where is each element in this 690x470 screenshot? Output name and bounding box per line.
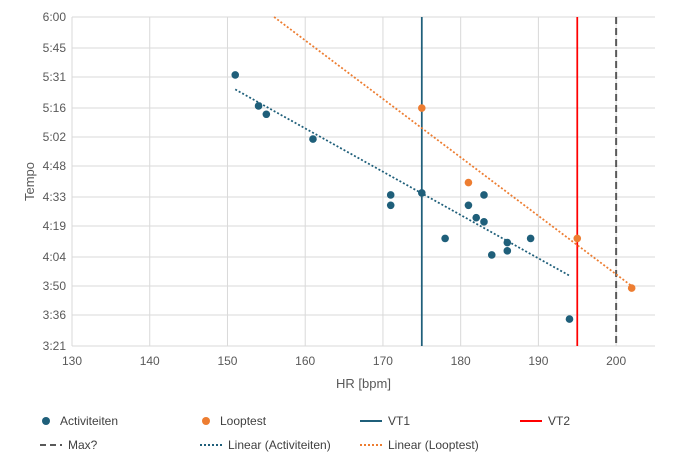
legend-label: Linear (Activiteiten) — [228, 438, 331, 452]
legend-label: VT2 — [548, 414, 570, 428]
point-activiteiten — [254, 102, 263, 110]
axis-titles: HR [bpm] Tempo — [22, 162, 391, 391]
y-tick-label: 5:16 — [43, 101, 67, 115]
gridlines — [71, 16, 655, 347]
legend-label: Activiteiten — [60, 414, 118, 428]
point-activiteiten — [565, 315, 574, 323]
point-activiteiten — [418, 189, 426, 197]
point-activiteiten — [386, 201, 395, 210]
point-activiteiten — [472, 213, 481, 222]
legend-label: Max? — [68, 438, 98, 452]
point-looptest — [464, 178, 473, 187]
x-tick-label: 160 — [295, 354, 315, 368]
x-axis-title: HR [bpm] — [336, 376, 391, 391]
y-tick-label: 5:31 — [43, 70, 67, 84]
point-activiteiten — [441, 234, 449, 243]
x-tick-label: 180 — [451, 354, 471, 368]
point-activiteiten — [464, 201, 473, 210]
point-activiteiten — [231, 71, 240, 79]
trendline-linear-activiteiten- — [234, 88, 570, 277]
legend-item: VT2 — [520, 414, 570, 428]
legend-item: VT1 — [360, 414, 410, 428]
tick-labels: 130 140 150 160 170 180 190 200 6:00 5:45 5:31 5:16… — [43, 10, 627, 368]
x-tick-label: 200 — [606, 354, 626, 368]
point-looptest — [418, 104, 426, 112]
legend-item: Linear (Activiteiten) — [200, 438, 331, 452]
point-looptest — [573, 234, 582, 243]
trendline-linear-looptest- — [273, 16, 633, 287]
legend-label: VT1 — [388, 414, 410, 428]
point-activiteiten — [309, 135, 317, 143]
y-tick-label: 4:04 — [43, 250, 67, 264]
y-tick-label: 3:36 — [43, 308, 67, 322]
series-lines — [234, 16, 633, 346]
y-tick-label: 3:50 — [43, 279, 67, 293]
point-activiteiten — [262, 110, 271, 119]
y-tick-label: 4:48 — [43, 159, 67, 173]
point-activiteiten — [503, 238, 512, 247]
legend-label: Linear (Looptest) — [388, 438, 479, 452]
legend-item: Looptest — [202, 414, 267, 428]
point-activiteiten — [487, 251, 496, 259]
y-tick-label: 5:45 — [43, 41, 67, 55]
legend-marker — [202, 417, 210, 425]
legend: Activiteiten Looptest VT1 VT2 Max? Linear (Ac… — [40, 414, 570, 452]
x-tick-label: 140 — [140, 354, 160, 368]
point-activiteiten — [526, 234, 535, 243]
legend-item: Linear (Looptest) — [360, 438, 479, 452]
y-tick-label: 6:00 — [43, 10, 67, 24]
point-looptest — [627, 284, 636, 292]
y-tick-label: 5:02 — [43, 130, 67, 144]
y-tick-label: 4:19 — [43, 219, 67, 233]
y-tick-label: 4:33 — [43, 190, 67, 204]
point-activiteiten — [503, 247, 512, 255]
y-axis-title: Tempo — [22, 162, 37, 201]
data-points — [231, 71, 636, 323]
y-tick-label: 3:21 — [43, 339, 67, 353]
point-activiteiten — [386, 191, 395, 199]
x-tick-label: 130 — [62, 354, 82, 368]
legend-marker — [42, 417, 50, 425]
legend-label: Looptest — [220, 414, 267, 428]
point-activiteiten — [480, 191, 488, 199]
x-tick-label: 170 — [373, 354, 393, 368]
x-tick-label: 150 — [217, 354, 237, 368]
legend-item: Max? — [40, 438, 98, 452]
legend-item: Activiteiten — [42, 414, 118, 428]
x-tick-label: 190 — [528, 354, 548, 368]
point-activiteiten — [480, 218, 488, 226]
